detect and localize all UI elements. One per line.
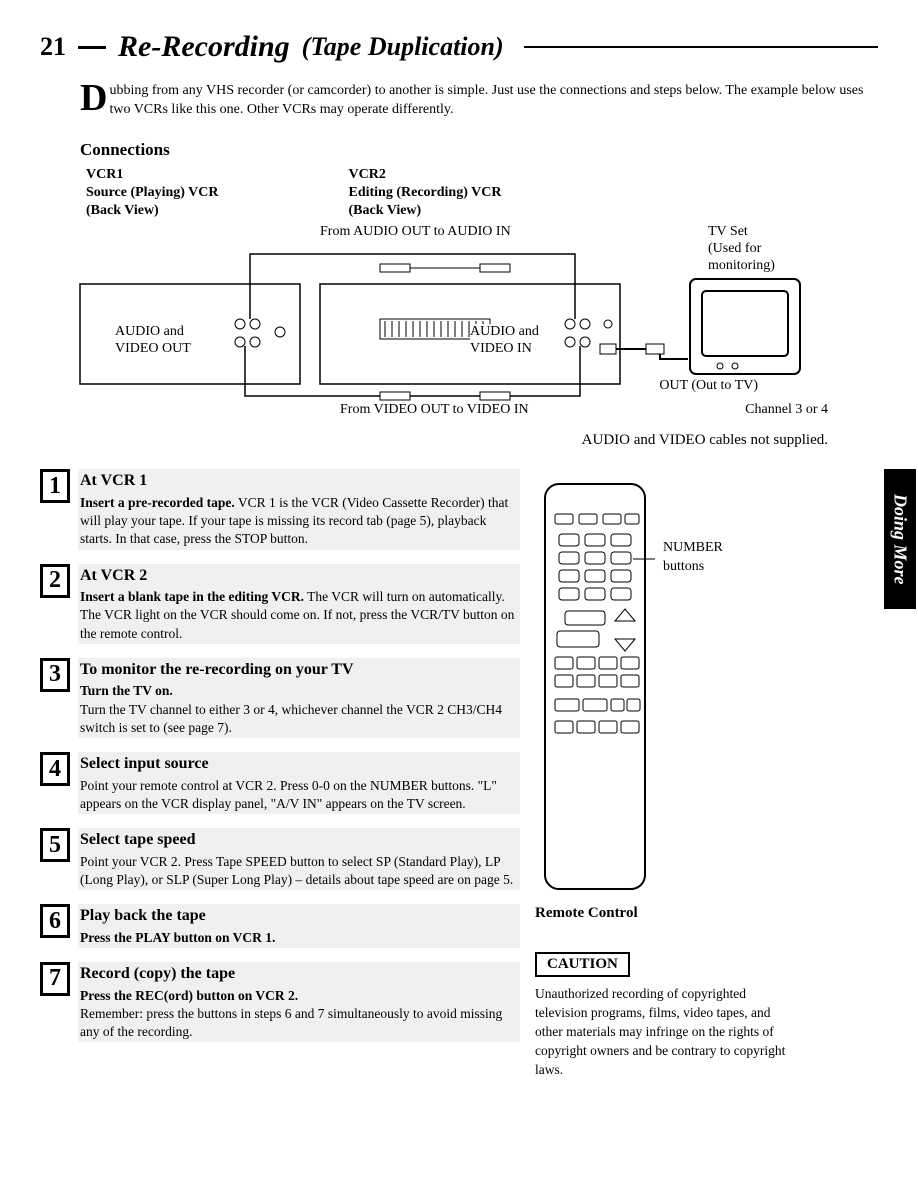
step-number: 1 [40,469,70,503]
vcr1-name: VCR1 [86,166,218,184]
dropcap: D [80,82,109,114]
diagram-av1-label: AUDIO and VIDEO OUT [115,324,191,358]
vcr-labels-row: VCR1 Source (Playing) VCR (Back View) VC… [86,166,878,221]
step-number: 5 [40,828,70,862]
vcr2-role: Editing (Recording) VCR [348,184,501,202]
step-title: Select tape speed [80,829,518,851]
steps-column: 1 At VCR 1 Insert a pre-recorded tape. V… [40,469,520,1079]
step-lead: Insert a pre-recorded tape. [80,495,235,510]
diagram-bottom-cable-label: From VIDEO OUT to VIDEO IN [340,402,529,418]
page-number: 21 [40,32,66,62]
step-title: Record (copy) the tape [80,963,518,985]
step-3: 3 To monitor the re-recording on your TV… [40,658,520,738]
remote-caption: Remote Control [535,905,878,922]
vcr2-label: VCR2 Editing (Recording) VCR (Back View) [348,166,501,221]
cable-supply-note: AUDIO and VIDEO cables not supplied. [40,432,828,449]
side-tab: Doing More [884,469,916,609]
intro-text: ubbing from any VHS recorder (or camcord… [109,83,863,117]
step-6: 6 Play back the tape Press the PLAY butt… [40,904,520,948]
step-number: 6 [40,904,70,938]
step-7: 7 Record (copy) the tape Press the REC(o… [40,962,520,1042]
header-rule-icon [524,46,878,48]
step-1: 1 At VCR 1 Insert a pre-recorded tape. V… [40,469,520,549]
step-5: 5 Select tape speed Point your VCR 2. Pr… [40,828,520,890]
remote-svg [535,479,655,899]
caution-text: Unauthorized recording of copyrighted te… [535,985,795,1079]
title-main: Re-Recording [118,30,290,64]
step-lead: Insert a blank tape in the editing VCR. [80,589,304,604]
connections-heading: Connections [80,140,878,160]
step-number: 7 [40,962,70,996]
intro-paragraph: D ubbing from any VHS recorder (or camco… [80,82,878,120]
right-column: Doing More [535,469,878,1079]
vcr1-role: Source (Playing) VCR [86,184,218,202]
vcr1-view: (Back View) [86,202,218,220]
header-dash-icon [78,46,106,49]
step-title: Play back the tape [80,905,518,927]
step-number: 3 [40,658,70,692]
step-lead: Press the REC(ord) button on VCR 2. [80,988,298,1003]
vcr2-view: (Back View) [348,202,501,220]
step-title: Select input source [80,753,518,775]
connection-diagram: From AUDIO OUT to AUDIO IN TV Set (Used … [60,224,878,424]
title-sub: (Tape Duplication) [302,32,504,62]
step-lead: Turn the TV on. [80,683,173,698]
caution-heading: CAUTION [535,952,630,977]
diagram-av2-label: AUDIO and VIDEO IN [470,324,539,358]
vcr1-label: VCR1 Source (Playing) VCR (Back View) [86,166,218,221]
step-body: Turn the TV channel to either 3 or 4, wh… [80,702,502,735]
step-body: Remember: press the buttons in steps 6 a… [80,1006,502,1039]
diagram-channel-label: Channel 3 or 4 [745,402,828,418]
page-header: 21 Re-Recording (Tape Duplication) [40,30,878,64]
step-number: 4 [40,752,70,786]
remote-figure: NUMBER buttons [535,479,878,899]
diagram-tv-label: TV Set (Used for monitoring) [708,224,838,274]
step-body: Point your remote control at VCR 2. Pres… [80,778,497,811]
step-body: Point your VCR 2. Press Tape SPEED butto… [80,854,513,887]
diagram-top-cable-label: From AUDIO OUT to AUDIO IN [320,224,511,240]
step-number: 2 [40,564,70,598]
remote-number-label: NUMBER buttons [663,539,723,575]
step-2: 2 At VCR 2 Insert a blank tape in the ed… [40,564,520,644]
step-title: At VCR 1 [80,470,518,492]
step-title: To monitor the re-recording on your TV [80,659,518,681]
vcr2-name: VCR2 [348,166,501,184]
step-title: At VCR 2 [80,565,518,587]
diagram-out-label: OUT (Out to TV) [659,378,758,394]
step-lead: Press the PLAY button on VCR 1. [80,930,275,945]
step-4: 4 Select input source Point your remote … [40,752,520,814]
